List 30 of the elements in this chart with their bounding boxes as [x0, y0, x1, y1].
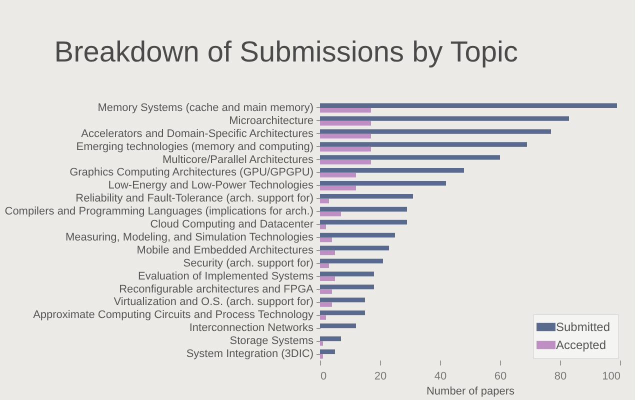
y-tick-label: Reliability and Fault-Tolerance (arch. support for) [76, 192, 314, 205]
y-tick-label: Accelerators and Domain-Specific Architectures [81, 128, 314, 140]
y-tick-label: Multicore/Parallel Architectures [162, 154, 314, 166]
y-tick-label: Virtualization and O.S. (arch. support for) [114, 296, 314, 308]
y-tick-label: Cloud Computing and Datacenter [150, 218, 314, 231]
y-tick-label: Reconfigurable architectures and FPGA [119, 283, 314, 296]
y-tick-label: Graphics Computing Architectures (GPU/GPGPU) [70, 166, 314, 179]
x-tick-label: 100 [602, 370, 620, 382]
y-tick-label: Low-Energy and Low-Power Technologies [108, 180, 314, 192]
y-tick-label: Storage Systems [230, 335, 314, 348]
y-tick-label: Mobile and Embedded Architectures [136, 244, 314, 256]
y-tick-label: Microarchitecture [229, 114, 314, 127]
y-tick-label: Interconnection Networks [189, 322, 314, 334]
x-tick-label: 80 [554, 370, 567, 382]
x-axis-title: Number of papers [426, 386, 516, 398]
y-tick-label: Compilers and Programming Languages (implications for arch.) [4, 206, 314, 218]
chart-title: Breakdown of Submissions by Topic [54, 36, 518, 68]
y-tick-label: Measuring, Modeling, and Simulation Technologies [65, 231, 314, 244]
legend-label: Submitted [556, 320, 610, 334]
x-tick-label: 60 [494, 370, 507, 382]
y-tick-label: System Integration (3DIC) [186, 348, 314, 360]
x-tick-label: 20 [374, 370, 387, 382]
x-tick-label: 0 [320, 370, 327, 382]
legend-label: Accepted [556, 338, 606, 352]
y-tick-label: Approximate Computing Circuits and Process Technology [33, 309, 314, 322]
x-tick-label: 40 [434, 370, 447, 382]
y-tick-label: Memory Systems (cache and main memory) [98, 102, 314, 114]
y-tick-label: Evaluation of Implemented Systems [138, 270, 314, 282]
y-tick-label: Emerging technologies (memory and computing) [76, 140, 314, 153]
y-tick-label: Security (arch. support for) [183, 257, 314, 270]
